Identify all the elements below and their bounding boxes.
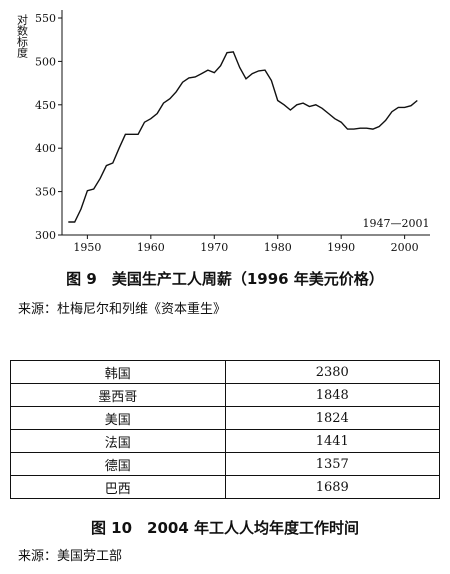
source: 来源：杜梅尼尔和列维《资本重生》 bbox=[18, 302, 227, 317]
table-cell: 1824 bbox=[224, 406, 440, 430]
y-tick-label: 300 bbox=[35, 229, 56, 242]
source: 来源：美国劳工部 bbox=[18, 549, 123, 564]
figure-title: 图 9 美国生产工人周薪（1996 年美元价格） bbox=[66, 270, 384, 288]
x-tick-label: 1990 bbox=[327, 241, 355, 254]
table-cell: 1689 bbox=[224, 475, 440, 499]
table-row: 德国 1357 bbox=[10, 452, 440, 476]
x-tick-label: 2000 bbox=[391, 241, 419, 254]
table-cell: 墨西哥 bbox=[10, 383, 226, 407]
x-tick-label: 1950 bbox=[73, 241, 101, 254]
table: 韩国 2380 墨西哥 1848 美国 1824 法国 1441 德国 1357 巴西 1689 bbox=[10, 360, 440, 499]
line bbox=[68, 51, 418, 223]
table-cell: 美国 bbox=[10, 406, 226, 430]
table-cell: 2380 bbox=[224, 360, 440, 384]
y-tick-label: 400 bbox=[35, 142, 56, 155]
table-cell: 1848 bbox=[224, 383, 440, 407]
table-cell: 韩国 bbox=[10, 360, 226, 384]
table-cell: 1357 bbox=[224, 452, 440, 476]
table-cell: 1441 bbox=[224, 429, 440, 453]
y-axis-label: 对数标度 bbox=[16, 13, 29, 59]
y-tick-label: 450 bbox=[35, 99, 56, 112]
x-tick-label: 1960 bbox=[137, 241, 165, 254]
figure-title: 图 10 2004 年工人人均年度工作时间 bbox=[90, 519, 360, 537]
table-row: 美国 1824 bbox=[10, 406, 440, 430]
table-row: 法国 1441 bbox=[10, 429, 440, 453]
table-row: 巴西 1689 bbox=[10, 475, 440, 499]
y-tick-label: 350 bbox=[35, 186, 56, 199]
x-tick-label: 1980 bbox=[264, 241, 292, 254]
table-row: 韩国 2380 bbox=[10, 360, 440, 384]
y-tick-label: 550 bbox=[35, 12, 56, 25]
table-cell: 德国 bbox=[10, 452, 226, 476]
annotation: 1947—2001 bbox=[363, 217, 430, 230]
y-tick-label: 500 bbox=[35, 55, 56, 68]
table-row: 墨西哥 1848 bbox=[10, 383, 440, 407]
table-cell: 巴西 bbox=[10, 475, 226, 499]
x-tick-label: 1970 bbox=[200, 241, 228, 254]
table-cell: 法国 bbox=[10, 429, 226, 453]
chart: 对数标度 1947—2001 300 350 400 450 500 550 1950 196… bbox=[16, 10, 430, 254]
